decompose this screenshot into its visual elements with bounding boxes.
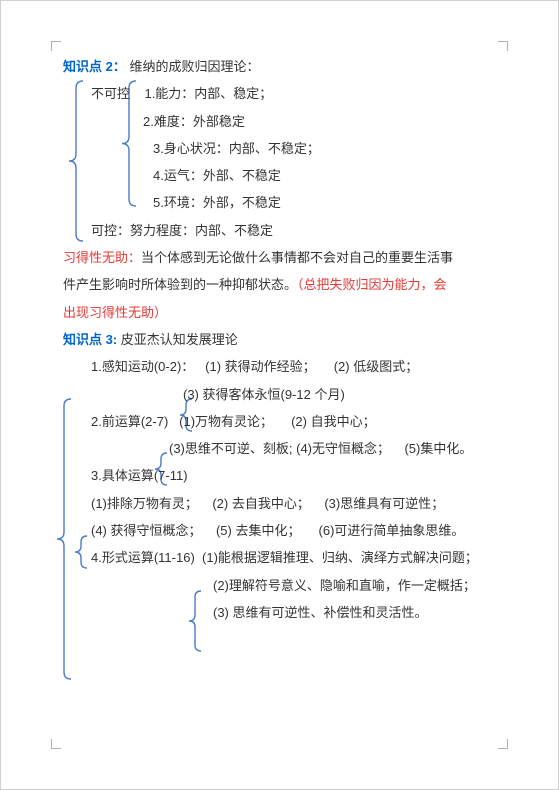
kp2-item-4: 4.运气：外部、不稳定 bbox=[63, 162, 496, 189]
kp3-s1-a: (1) 获得动作经验； bbox=[205, 359, 316, 374]
kp3-s2-a: (1)万物有灵论； bbox=[179, 414, 273, 429]
kp2-item-2: 2.难度：外部稳定 bbox=[63, 108, 496, 135]
kp3-s3-a: (1)排除万物有灵； bbox=[91, 496, 198, 511]
page-content: 知识点 2： 维纳的成败归因理论： 不可控 1.能力：内部、稳定； 2.难度：外… bbox=[63, 53, 496, 626]
kp3-s3-row2: (4) 获得守恒概念； (5) 去集中化； (6)可进行简单抽象思维。 bbox=[63, 517, 496, 544]
kp3-s3-row1: (1)排除万物有灵； (2) 去自我中心； (3)思维具有可逆性； bbox=[63, 490, 496, 517]
kp3-title: 皮亚杰认知发展理论 bbox=[121, 332, 238, 347]
kp3-s2-d: (5)集中化。 bbox=[404, 441, 472, 456]
kp3-s4-head: 4.形式运算(11-16) bbox=[91, 550, 195, 565]
kp3-s4-c: (3) 思维有可逆性、补偿性和灵活性。 bbox=[63, 599, 496, 626]
kp3-s3-d: (4) 获得守恒概念； bbox=[91, 523, 202, 538]
kp2-item-3: 3.身心状况：内部、不稳定； bbox=[63, 135, 496, 162]
kp3-s1-head: 1.感知运动(0-2)： bbox=[91, 359, 194, 374]
kp2-item-5: 5.环境：外部，不稳定 bbox=[63, 189, 496, 216]
kp3-s3-head: 3.具体运算(7-11) bbox=[63, 462, 496, 489]
kp3-s1-c: (3) 获得客体永恒(9-12 个月) bbox=[63, 381, 496, 408]
kp3-s4-a: (1)能根据逻辑推理、归纳、演绎方式解决问题； bbox=[202, 550, 478, 565]
kp3-s3-c: (3)思维具有可逆性； bbox=[324, 496, 444, 511]
margin-corner bbox=[51, 739, 61, 749]
kp3-label: 知识点 3: bbox=[63, 332, 117, 347]
kp3-s4-b: (2)理解符号意义、隐喻和直喻，作一定概括； bbox=[63, 572, 496, 599]
kp3-s1-b: (2) 低级图式； bbox=[334, 359, 419, 374]
kp2-title: 维纳的成败归因理论： bbox=[129, 59, 259, 74]
kp3-s2-head: 2.前运算(2-7) bbox=[91, 414, 168, 429]
lh-label: 习得性无助： bbox=[63, 250, 141, 265]
kp2-item-1: 1.能力：内部、稳定； bbox=[144, 86, 272, 101]
kp3-s3-b: (2) 去自我中心； bbox=[212, 496, 310, 511]
kp2-controllable: 可控：努力程度：内部、不稳定 bbox=[63, 217, 496, 244]
document-page: 知识点 2： 维纳的成败归因理论： 不可控 1.能力：内部、稳定； 2.难度：外… bbox=[0, 0, 559, 790]
kp2-uncontrollable-row: 不可控 1.能力：内部、稳定； bbox=[63, 80, 496, 107]
kp3-s2-b: (2) 自我中心； bbox=[291, 414, 376, 429]
kp3-s3-e: (5) 去集中化； bbox=[216, 523, 301, 538]
kp2-label: 知识点 2： bbox=[63, 59, 126, 74]
lh-note1: （总把失败归因为能力，会 bbox=[297, 277, 447, 292]
lh-text1: 当个体感到无论做什么事情都不会对自己的重要生活事 bbox=[141, 250, 453, 265]
lh-note2: 出现习得性无助） bbox=[63, 299, 496, 326]
kp3-s4-row1: 4.形式运算(11-16) (1)能根据逻辑推理、归纳、演绎方式解决问题； bbox=[63, 544, 496, 571]
kp2-heading: 知识点 2： 维纳的成败归因理论： bbox=[63, 53, 496, 80]
lh-line2: 件产生影响时所体验到的一种抑郁状态。（总把失败归因为能力，会 bbox=[63, 271, 496, 298]
kp3-s2-row1: 2.前运算(2-7) (1)万物有灵论； (2) 自我中心； bbox=[63, 408, 496, 435]
kp3-s1-row1: 1.感知运动(0-2)： (1) 获得动作经验； (2) 低级图式； bbox=[63, 353, 496, 380]
margin-corner bbox=[498, 739, 508, 749]
uncontrollable-label: 不可控 bbox=[91, 86, 130, 101]
kp3-heading: 知识点 3: 皮亚杰认知发展理论 bbox=[63, 326, 496, 353]
kp3-s2-c: (3)思维不可逆、刻板; (4)无守恒概念； bbox=[169, 441, 390, 456]
margin-corner bbox=[498, 41, 508, 51]
lh-text2: 件产生影响时所体验到的一种抑郁状态。 bbox=[63, 277, 297, 292]
lh-line1: 习得性无助：当个体感到无论做什么事情都不会对自己的重要生活事 bbox=[63, 244, 496, 271]
kp3-s2-row2: (3)思维不可逆、刻板; (4)无守恒概念； (5)集中化。 bbox=[63, 435, 496, 462]
kp3-s3-f: (6)可进行简单抽象思维。 bbox=[319, 523, 465, 538]
margin-corner bbox=[51, 41, 61, 51]
